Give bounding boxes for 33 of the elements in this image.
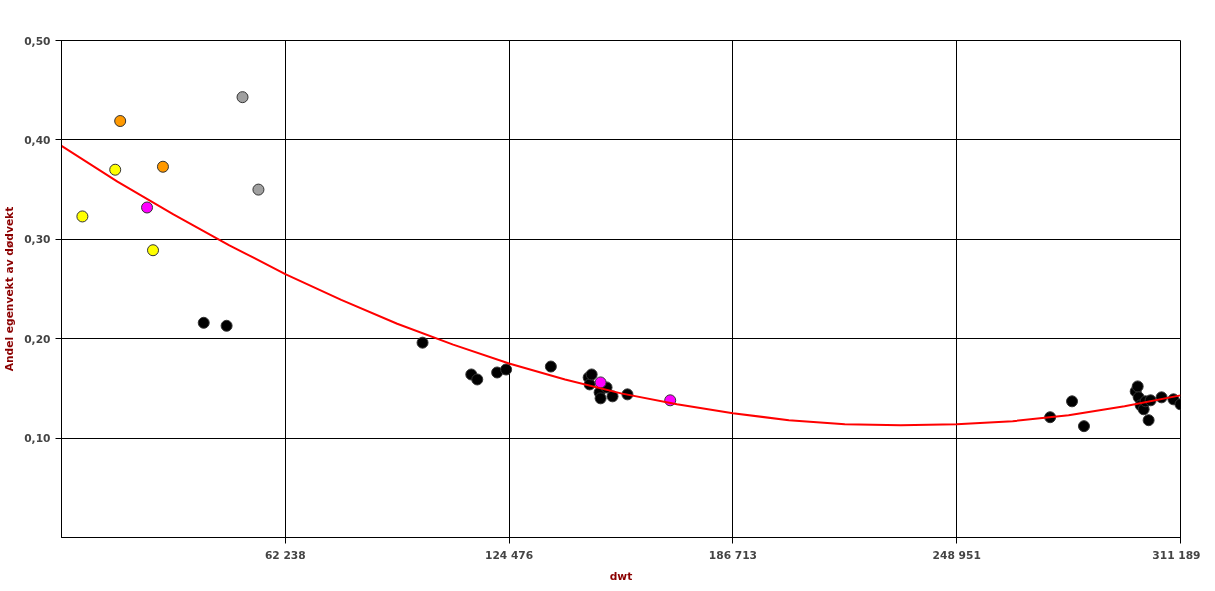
point bbox=[114, 115, 127, 127]
point bbox=[594, 392, 607, 405]
point bbox=[252, 183, 265, 196]
point bbox=[236, 91, 249, 104]
y-tick-label: 0,50 bbox=[24, 34, 51, 48]
x-axis-title: dwt bbox=[609, 569, 633, 583]
x-tick-label: 311 189 bbox=[1152, 548, 1201, 562]
point bbox=[220, 319, 233, 332]
y-tick-label: 0,30 bbox=[24, 233, 51, 247]
x-tick-label: 248 951 bbox=[932, 548, 981, 562]
y-tick-label: 0,10 bbox=[24, 432, 51, 446]
point bbox=[76, 210, 89, 223]
x-tick-label: 186 713 bbox=[708, 548, 757, 562]
point bbox=[471, 373, 484, 386]
point bbox=[197, 316, 210, 329]
point bbox=[594, 376, 607, 389]
x-tick-label: 124 476 bbox=[485, 548, 534, 562]
point bbox=[1066, 395, 1079, 408]
point bbox=[156, 160, 169, 173]
point bbox=[416, 336, 429, 349]
point bbox=[141, 201, 154, 214]
line-series bbox=[61, 144, 1181, 427]
point bbox=[109, 163, 122, 176]
point bbox=[1131, 380, 1144, 393]
y-tick-label: 0,20 bbox=[24, 332, 51, 346]
point bbox=[500, 363, 513, 376]
y-axis-title: Andel egenvekt av dødvekt bbox=[3, 206, 17, 372]
point bbox=[544, 360, 557, 373]
x-tick-label: 62 238 bbox=[264, 548, 306, 562]
y-tick-label: 0,40 bbox=[24, 133, 51, 147]
point bbox=[1142, 414, 1155, 427]
point bbox=[1077, 420, 1090, 433]
point bbox=[147, 244, 159, 257]
